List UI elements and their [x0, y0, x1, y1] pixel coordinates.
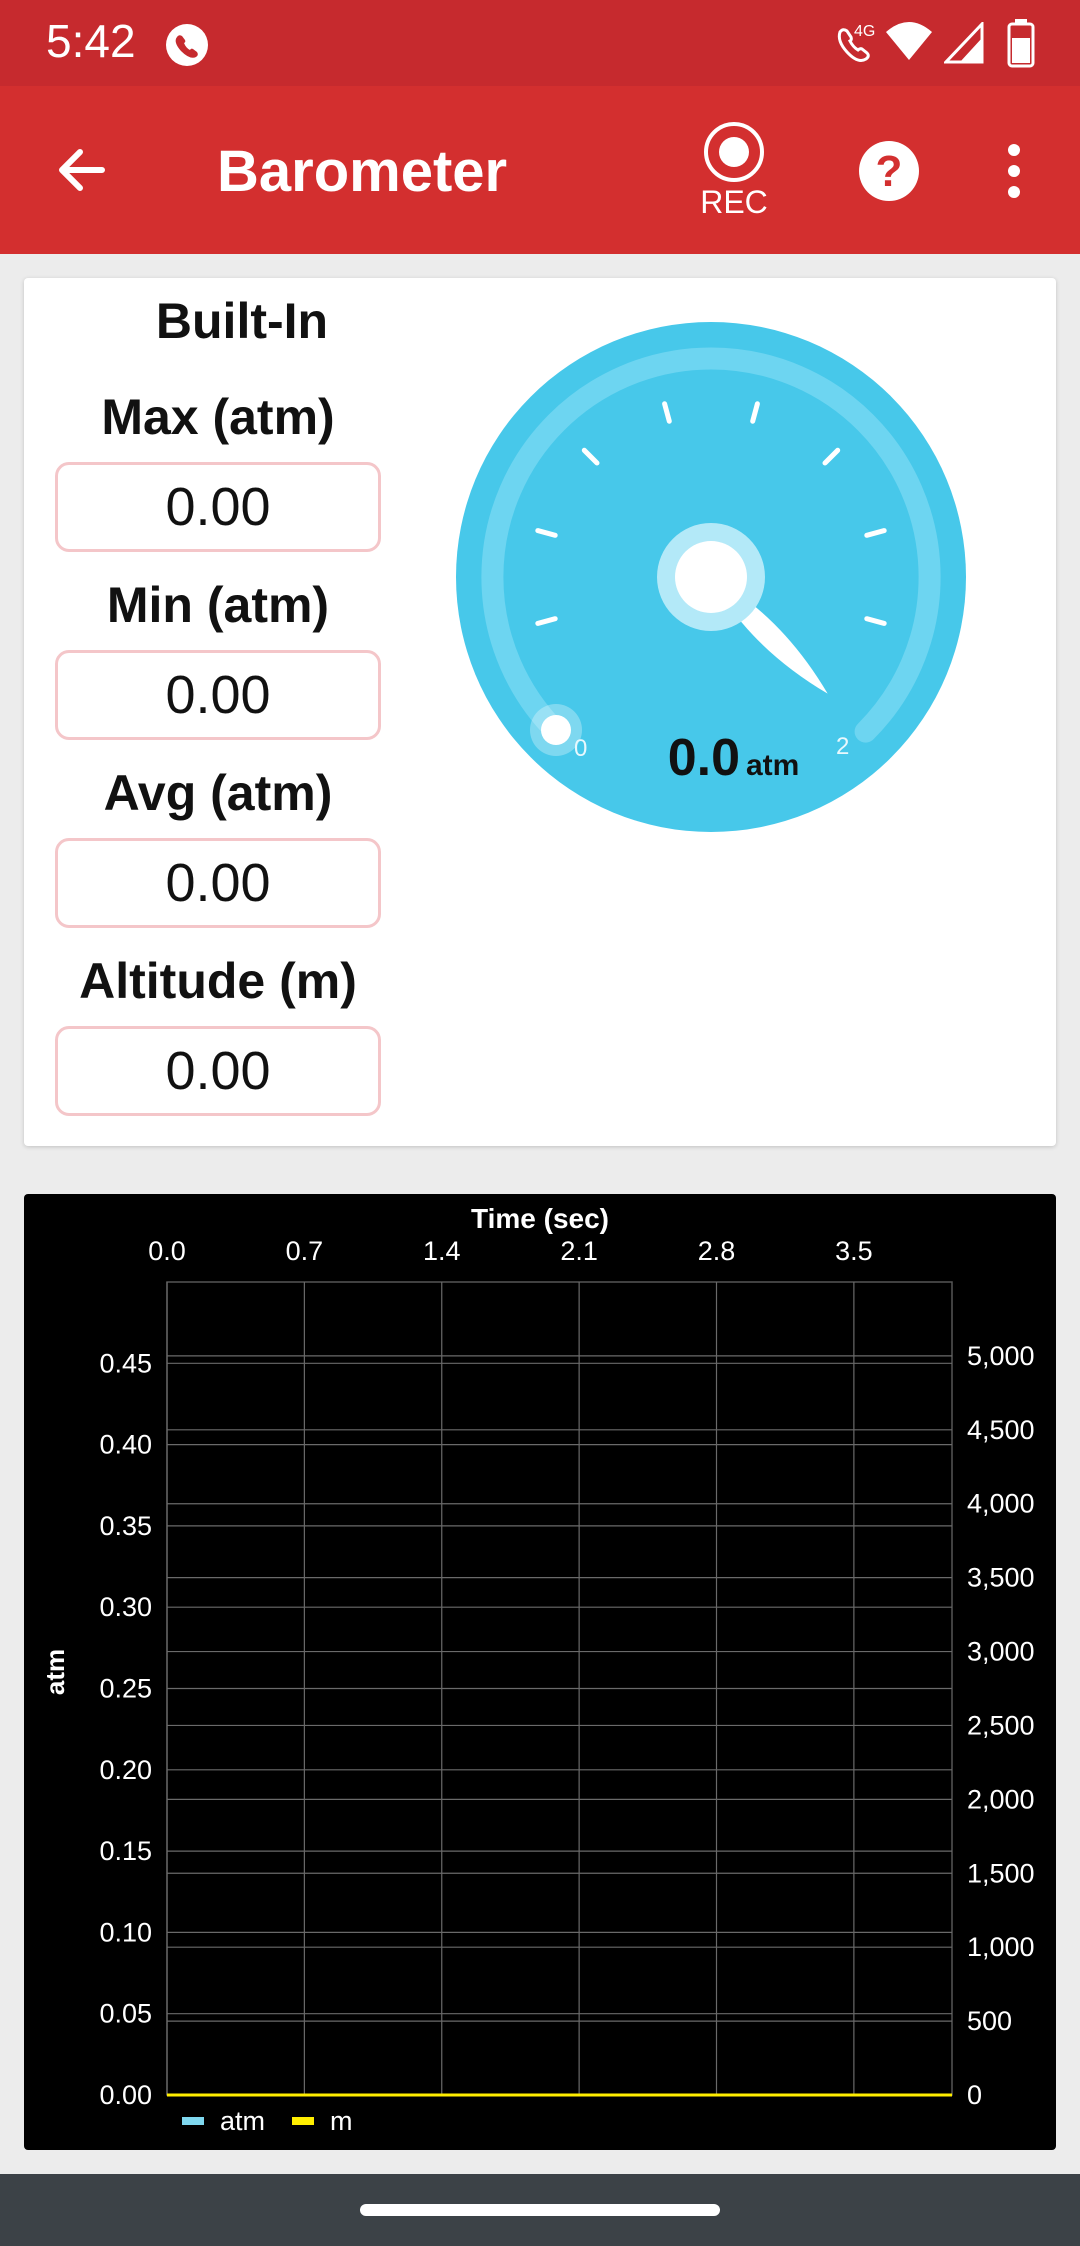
altitude-value-field: 0.00 — [55, 1026, 381, 1116]
max-label: Max (atm) — [101, 389, 335, 445]
gauge-track — [481, 347, 941, 743]
y-left-tick-label: 0.15 — [99, 1836, 152, 1866]
phone-call-icon — [166, 24, 208, 66]
y-left-tick-label: 0.30 — [99, 1592, 152, 1622]
wifi-calling-4g-icon: 4G — [837, 23, 875, 62]
max-value-field: 0.00 — [55, 462, 381, 552]
chart-title: Time (sec) — [471, 1203, 609, 1234]
battery-icon — [1007, 19, 1035, 68]
record-icon — [704, 122, 764, 182]
y-right-tick-label: 0 — [967, 2080, 982, 2110]
y-left-tick-label: 0.40 — [99, 1430, 152, 1460]
record-label: REC — [700, 184, 768, 220]
y-left-tick-label: 0.25 — [99, 1674, 152, 1704]
avg-value-field: 0.00 — [55, 838, 381, 928]
gauge-min-label: 0 — [574, 735, 587, 762]
y-right-tick-label: 2,000 — [967, 1784, 1035, 1814]
y-left-tick-label: 0.35 — [99, 1511, 152, 1541]
y-right-tick-label: 3,000 — [967, 1637, 1035, 1667]
home-gesture-handle[interactable] — [360, 2204, 720, 2216]
y-right-tick-label: 4,500 — [967, 1415, 1035, 1445]
section-title: Built-In — [155, 293, 329, 349]
gauge-ticks — [535, 401, 887, 626]
gauge-hub — [675, 541, 747, 613]
min-value-field: 0.00 — [55, 650, 381, 740]
x-tick-label: 2.8 — [698, 1236, 736, 1266]
min-label: Min (atm) — [106, 577, 330, 633]
y-left-axis-label: atm — [40, 1649, 70, 1695]
x-tick-label: 0.7 — [286, 1236, 324, 1266]
page-title: Barometer — [217, 139, 508, 204]
gauge-unit: atm — [746, 749, 799, 782]
x-tick-label: 1.4 — [423, 1236, 461, 1266]
back-arrow-icon[interactable] — [52, 140, 112, 200]
app-bar: Barometer REC ? — [0, 86, 1080, 254]
x-tick-label: 3.5 — [835, 1236, 873, 1266]
legend-swatch-atm — [182, 2117, 204, 2125]
y-right-tick-label: 4,000 — [967, 1489, 1035, 1519]
y-right-tick-label: 2,500 — [967, 1710, 1035, 1740]
status-bar: 5:42 4G — [0, 0, 1080, 86]
pressure-chart: 0.0 0.7 1.4 2.1 2.8 3.5 0.00 0.05 0.10 0.15 0.20 0.… — [24, 1194, 1056, 2150]
wifi-icon — [886, 22, 932, 60]
legend-label-m: m — [330, 2106, 353, 2136]
y-right-tick-label: 500 — [967, 2006, 1012, 2036]
avg-label: Avg (atm) — [103, 765, 333, 821]
y-left-tick-label: 0.05 — [99, 1999, 152, 2029]
legend-swatch-m — [292, 2117, 314, 2125]
y-right-tick-label: 1,000 — [967, 1932, 1035, 1962]
more-options-icon[interactable] — [1000, 140, 1028, 202]
y-right-tick-label: 3,500 — [967, 1563, 1035, 1593]
signal-icon — [944, 22, 984, 64]
x-tick-label: 0.0 — [148, 1236, 186, 1266]
y-left-tick-label: 0.10 — [99, 1917, 152, 1947]
help-icon[interactable]: ? — [858, 140, 920, 202]
legend-label-atm: atm — [220, 2106, 265, 2136]
chart-svg: 0.0 0.7 1.4 2.1 2.8 3.5 0.00 0.05 0.10 0.15 0.20 0.… — [40, 1203, 1035, 2136]
svg-text:?: ? — [876, 147, 903, 196]
y-left-tick-label: 0.00 — [99, 2080, 152, 2110]
gauge-indicator-dot — [541, 715, 571, 745]
y-left-tick-label: 0.20 — [99, 1755, 152, 1785]
y-right-tick-label: 1,500 — [967, 1858, 1035, 1888]
gauge-value: 0.0 — [668, 729, 740, 787]
gauge-max-label: 2 — [836, 733, 849, 760]
x-tick-label: 2.1 — [560, 1236, 598, 1266]
y-right-tick-label: 5,000 — [967, 1341, 1035, 1371]
navigation-bar — [0, 2174, 1080, 2246]
record-button[interactable]: REC — [690, 122, 778, 222]
pressure-gauge: 0 2 0.0 atm — [456, 322, 966, 832]
y-left-tick-label: 0.45 — [99, 1348, 152, 1378]
status-time: 5:42 — [46, 15, 136, 67]
barometer-stats-card: Built-In Max (atm) 0.00 Min (atm) 0.00 A… — [24, 278, 1056, 1146]
svg-text:4G: 4G — [854, 23, 875, 40]
altitude-label: Altitude (m) — [79, 953, 357, 1009]
